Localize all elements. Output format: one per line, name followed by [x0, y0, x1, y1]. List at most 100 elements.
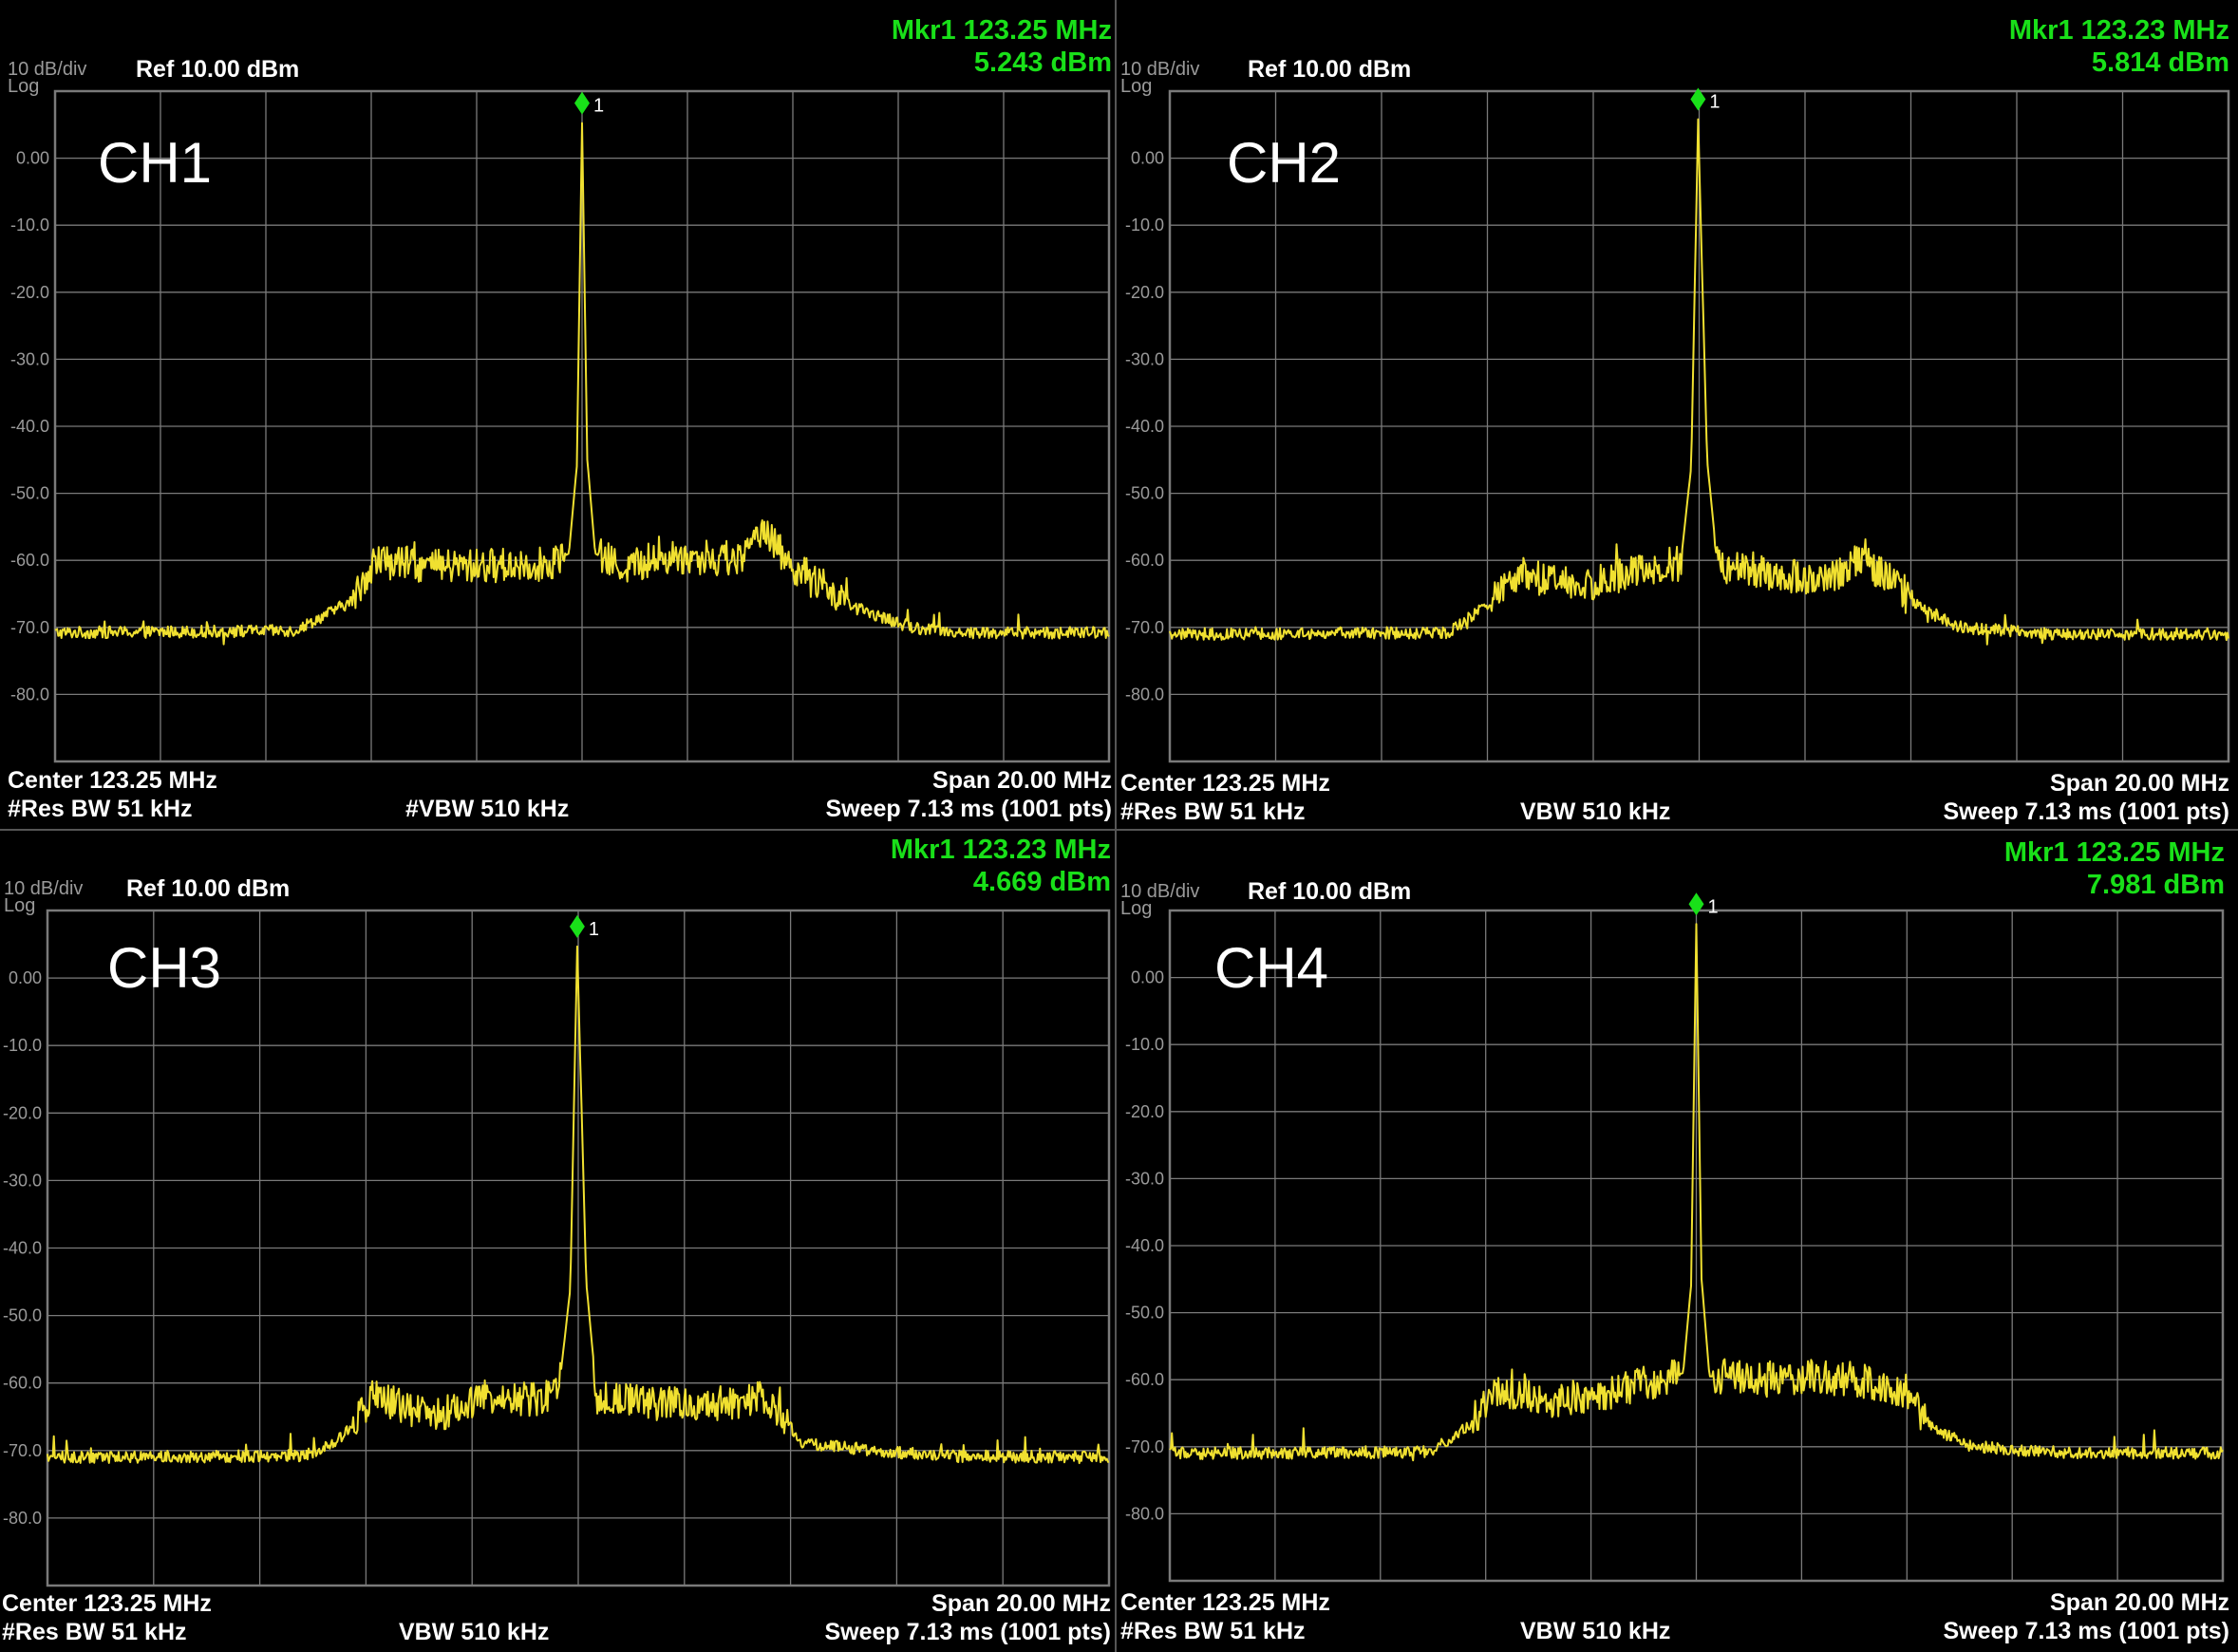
marker-number: 1	[589, 919, 599, 940]
channel-label: CH4	[1214, 936, 1329, 1000]
marker-frequency: Mkr1 123.25 MHz	[2003, 837, 2225, 868]
marker-diamond	[574, 91, 590, 115]
y-tick-label: -50.0	[1125, 484, 1164, 503]
center-frequency: Center 123.25 MHz	[1120, 770, 1330, 797]
y-tick-label: -50.0	[3, 1306, 42, 1325]
marker-number: 1	[1709, 92, 1720, 113]
vbw: #VBW 510 kHz	[405, 796, 570, 822]
y-tick-label: -20.0	[3, 1103, 42, 1122]
y-tick-label: -30.0	[3, 1171, 42, 1190]
marker-amplitude: 5.814 dBm	[2091, 47, 2229, 78]
y-tick-label: -10.0	[3, 1036, 42, 1055]
spectrum-trace	[54, 122, 1110, 646]
scale-type-label: Log	[8, 76, 40, 97]
ref-level: Ref 10.00 dBm	[1248, 56, 1412, 83]
marker-diamond	[569, 914, 585, 938]
marker-frequency: Mkr1 123.23 MHz	[890, 835, 1111, 865]
channel-label: CH2	[1227, 131, 1342, 195]
marker-amplitude: 7.981 dBm	[2086, 870, 2225, 900]
panel-divider-horizontal	[0, 829, 2238, 831]
marker-diamond	[1688, 892, 1704, 916]
scale-type-label: Log	[4, 895, 36, 916]
y-tick-label: -60.0	[1125, 551, 1164, 570]
y-tick-label: -30.0	[10, 349, 49, 368]
y-tick-label: -70.0	[10, 618, 49, 637]
y-tick-label: -80.0	[1125, 685, 1164, 704]
span: Span 20.00 MHz	[2050, 1589, 2229, 1616]
marker-frequency: Mkr1 123.23 MHz	[2008, 15, 2229, 46]
y-tick-label: -70.0	[3, 1441, 42, 1460]
y-tick-label: -60.0	[1125, 1370, 1164, 1389]
panel-divider-vertical	[1115, 0, 1117, 1652]
res-bw: #Res BW 51 kHz	[1120, 1618, 1306, 1644]
center-frequency: Center 123.25 MHz	[8, 767, 217, 794]
plot-ch2: 0.00 -10.0 -20.0 -30.0 -40.0 -50.0 -60.0 -70.0 -…	[1125, 87, 2230, 763]
scale-type-label: Log	[1120, 76, 1153, 97]
res-bw: #Res BW 51 kHz	[8, 796, 193, 822]
y-tick-label: -50.0	[1125, 1304, 1164, 1323]
y-tick-label: -70.0	[1125, 1437, 1164, 1456]
y-tick-label: 0.00	[1131, 968, 1164, 987]
vbw: VBW 510 kHz	[399, 1619, 550, 1645]
y-tick-label: -60.0	[10, 551, 49, 570]
sweep: Sweep 7.13 ms (1001 pts)	[825, 796, 1112, 822]
sweep: Sweep 7.13 ms (1001 pts)	[1943, 1618, 2229, 1644]
plot-ch3: 0.00 -10.0 -20.0 -30.0 -40.0 -50.0 -60.0 -70.0 -…	[3, 909, 1111, 1587]
vbw: VBW 510 kHz	[1520, 798, 1671, 825]
span: Span 20.00 MHz	[2050, 770, 2229, 797]
y-tick-label: -30.0	[1125, 349, 1164, 368]
y-tick-label: 0.00	[1131, 149, 1164, 168]
vbw: VBW 510 kHz	[1520, 1618, 1671, 1644]
ref-level: Ref 10.00 dBm	[1248, 878, 1412, 905]
y-tick-label: -20.0	[1125, 283, 1164, 302]
span: Span 20.00 MHz	[932, 767, 1112, 794]
y-tick-label: -40.0	[1125, 417, 1164, 436]
sweep: Sweep 7.13 ms (1001 pts)	[824, 1619, 1111, 1645]
channel-label: CH1	[98, 131, 213, 195]
scale-type-label: Log	[1120, 898, 1153, 919]
scale-label: 10 dB/div	[1120, 881, 1200, 902]
y-tick-label: -50.0	[10, 484, 49, 503]
y-tick-label: -30.0	[1125, 1169, 1164, 1188]
spectrum-trace	[1169, 118, 2229, 646]
marker-frequency: Mkr1 123.25 MHz	[891, 15, 1112, 46]
y-tick-label: 0.00	[16, 149, 49, 168]
marker-amplitude: 5.243 dBm	[973, 47, 1112, 78]
marker-amplitude: 4.669 dBm	[972, 867, 1111, 897]
ref-level: Ref 10.00 dBm	[126, 875, 291, 902]
res-bw: #Res BW 51 kHz	[1120, 798, 1306, 825]
y-tick-label: -20.0	[1125, 1102, 1164, 1121]
y-tick-label: -70.0	[1125, 618, 1164, 637]
center-frequency: Center 123.25 MHz	[1120, 1589, 1330, 1616]
y-tick-label: -20.0	[10, 283, 49, 302]
sweep: Sweep 7.13 ms (1001 pts)	[1943, 798, 2229, 825]
scale-label: 10 dB/div	[1120, 59, 1200, 80]
spectrum-trace	[47, 945, 1110, 1465]
spectrum-trace	[1169, 923, 2224, 1462]
ref-level: Ref 10.00 dBm	[136, 56, 300, 83]
plot-ch1: 0.00 -10.0 -20.0 -30.0 -40.0 -50.0 -60.0 -70.0 -…	[10, 89, 1111, 763]
y-tick-label: -10.0	[10, 216, 49, 235]
y-tick-label: -10.0	[1125, 1035, 1164, 1054]
y-tick-label: -80.0	[1125, 1504, 1164, 1523]
y-tick-label: -40.0	[10, 417, 49, 436]
y-tick-label: -40.0	[1125, 1236, 1164, 1255]
y-tick-label: -40.0	[3, 1239, 42, 1258]
spectrum-panel-ch2: 0.00 -10.0 -20.0 -30.0 -40.0 -50.0 -60.0 -70.0 -…	[1117, 0, 2238, 829]
span: Span 20.00 MHz	[931, 1590, 1111, 1617]
y-tick-label: -80.0	[10, 685, 49, 704]
y-tick-label: -60.0	[3, 1374, 42, 1393]
marker-number: 1	[1708, 896, 1719, 917]
res-bw: #Res BW 51 kHz	[2, 1619, 187, 1645]
channel-label: CH3	[107, 936, 222, 1000]
marker-diamond	[1690, 87, 1706, 111]
marker-number: 1	[593, 96, 604, 117]
scale-label: 10 dB/div	[8, 59, 87, 80]
scale-label: 10 dB/div	[4, 878, 84, 899]
y-tick-label: -80.0	[3, 1509, 42, 1528]
spectrum-panel-ch3: 0.00 -10.0 -20.0 -30.0 -40.0 -50.0 -60.0 -70.0 -…	[0, 831, 1115, 1652]
y-tick-label: -10.0	[1125, 216, 1164, 235]
plot-ch4: 0.00 -10.0 -20.0 -30.0 -40.0 -50.0 -60.0 -70.0 -…	[1125, 892, 2225, 1583]
spectrum-panel-ch4: 0.00 -10.0 -20.0 -30.0 -40.0 -50.0 -60.0 -70.0 -…	[1117, 831, 2238, 1652]
spectrum-panel-ch1: 0.00 -10.0 -20.0 -30.0 -40.0 -50.0 -60.0 -70.0 -…	[0, 0, 1115, 829]
